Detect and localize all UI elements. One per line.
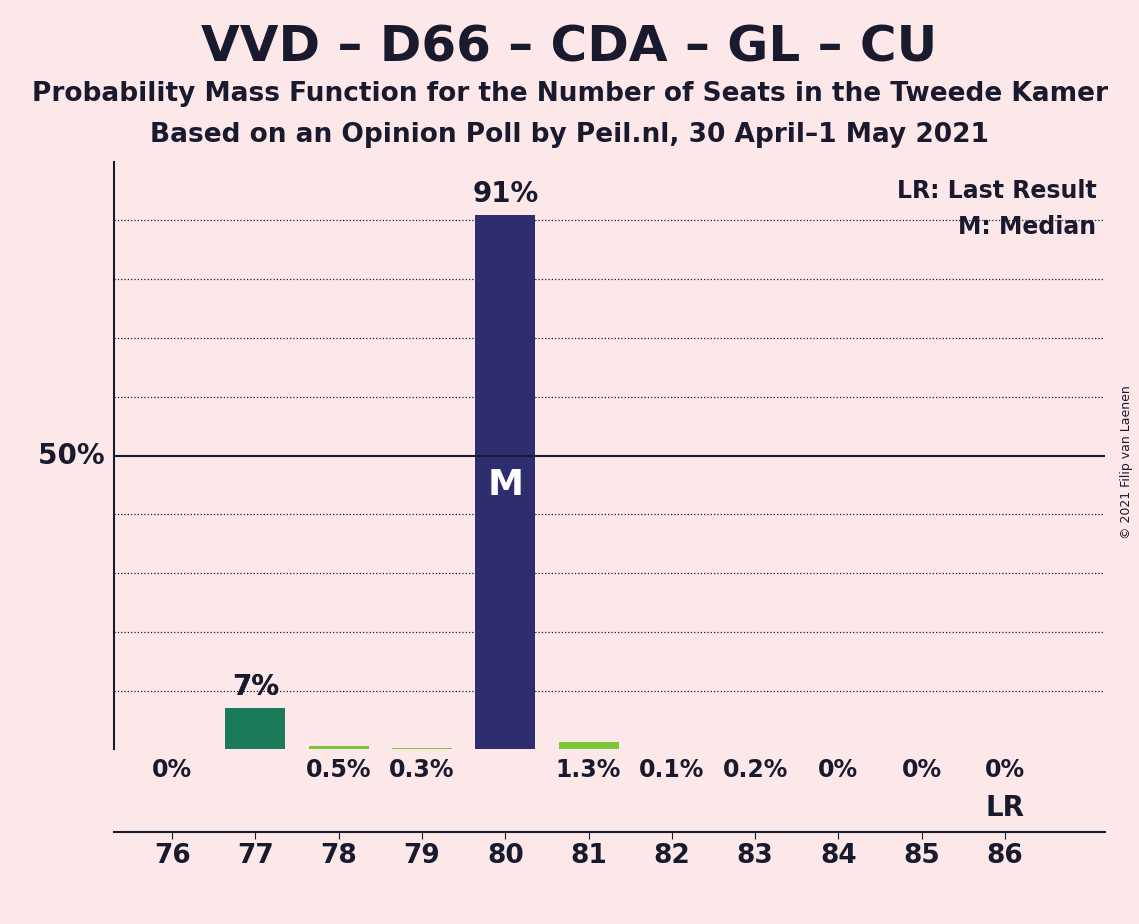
- Text: LR: LR: [985, 794, 1024, 822]
- Bar: [226, 708, 286, 749]
- Text: 0%: 0%: [818, 759, 859, 782]
- Text: 0.2%: 0.2%: [722, 759, 788, 782]
- Text: Based on an Opinion Poll by Peil.nl, 30 April–1 May 2021: Based on an Opinion Poll by Peil.nl, 30 …: [150, 122, 989, 148]
- Text: 50%: 50%: [38, 442, 114, 469]
- Text: 0%: 0%: [985, 759, 1025, 782]
- Text: Probability Mass Function for the Number of Seats in the Tweede Kamer: Probability Mass Function for the Number…: [32, 81, 1107, 107]
- Text: 0%: 0%: [153, 759, 192, 782]
- Bar: [558, 742, 618, 749]
- Text: VVD – D66 – CDA – GL – CU: VVD – D66 – CDA – GL – CU: [202, 23, 937, 71]
- Text: 0.5%: 0.5%: [306, 759, 371, 782]
- Bar: [475, 214, 535, 749]
- Text: 7%: 7%: [232, 674, 279, 701]
- Text: 0%: 0%: [902, 759, 942, 782]
- Text: 1.3%: 1.3%: [556, 759, 621, 782]
- Text: M: Median: M: Median: [958, 214, 1097, 238]
- Text: 7%: 7%: [232, 674, 279, 701]
- Text: LR: Last Result: LR: Last Result: [896, 179, 1097, 203]
- Bar: [392, 748, 452, 749]
- Text: © 2021 Filip van Laenen: © 2021 Filip van Laenen: [1121, 385, 1133, 539]
- Bar: [309, 747, 369, 749]
- Text: M: M: [487, 468, 523, 502]
- Text: 91%: 91%: [473, 179, 539, 208]
- Text: 0.1%: 0.1%: [639, 759, 705, 782]
- Text: 0.3%: 0.3%: [390, 759, 454, 782]
